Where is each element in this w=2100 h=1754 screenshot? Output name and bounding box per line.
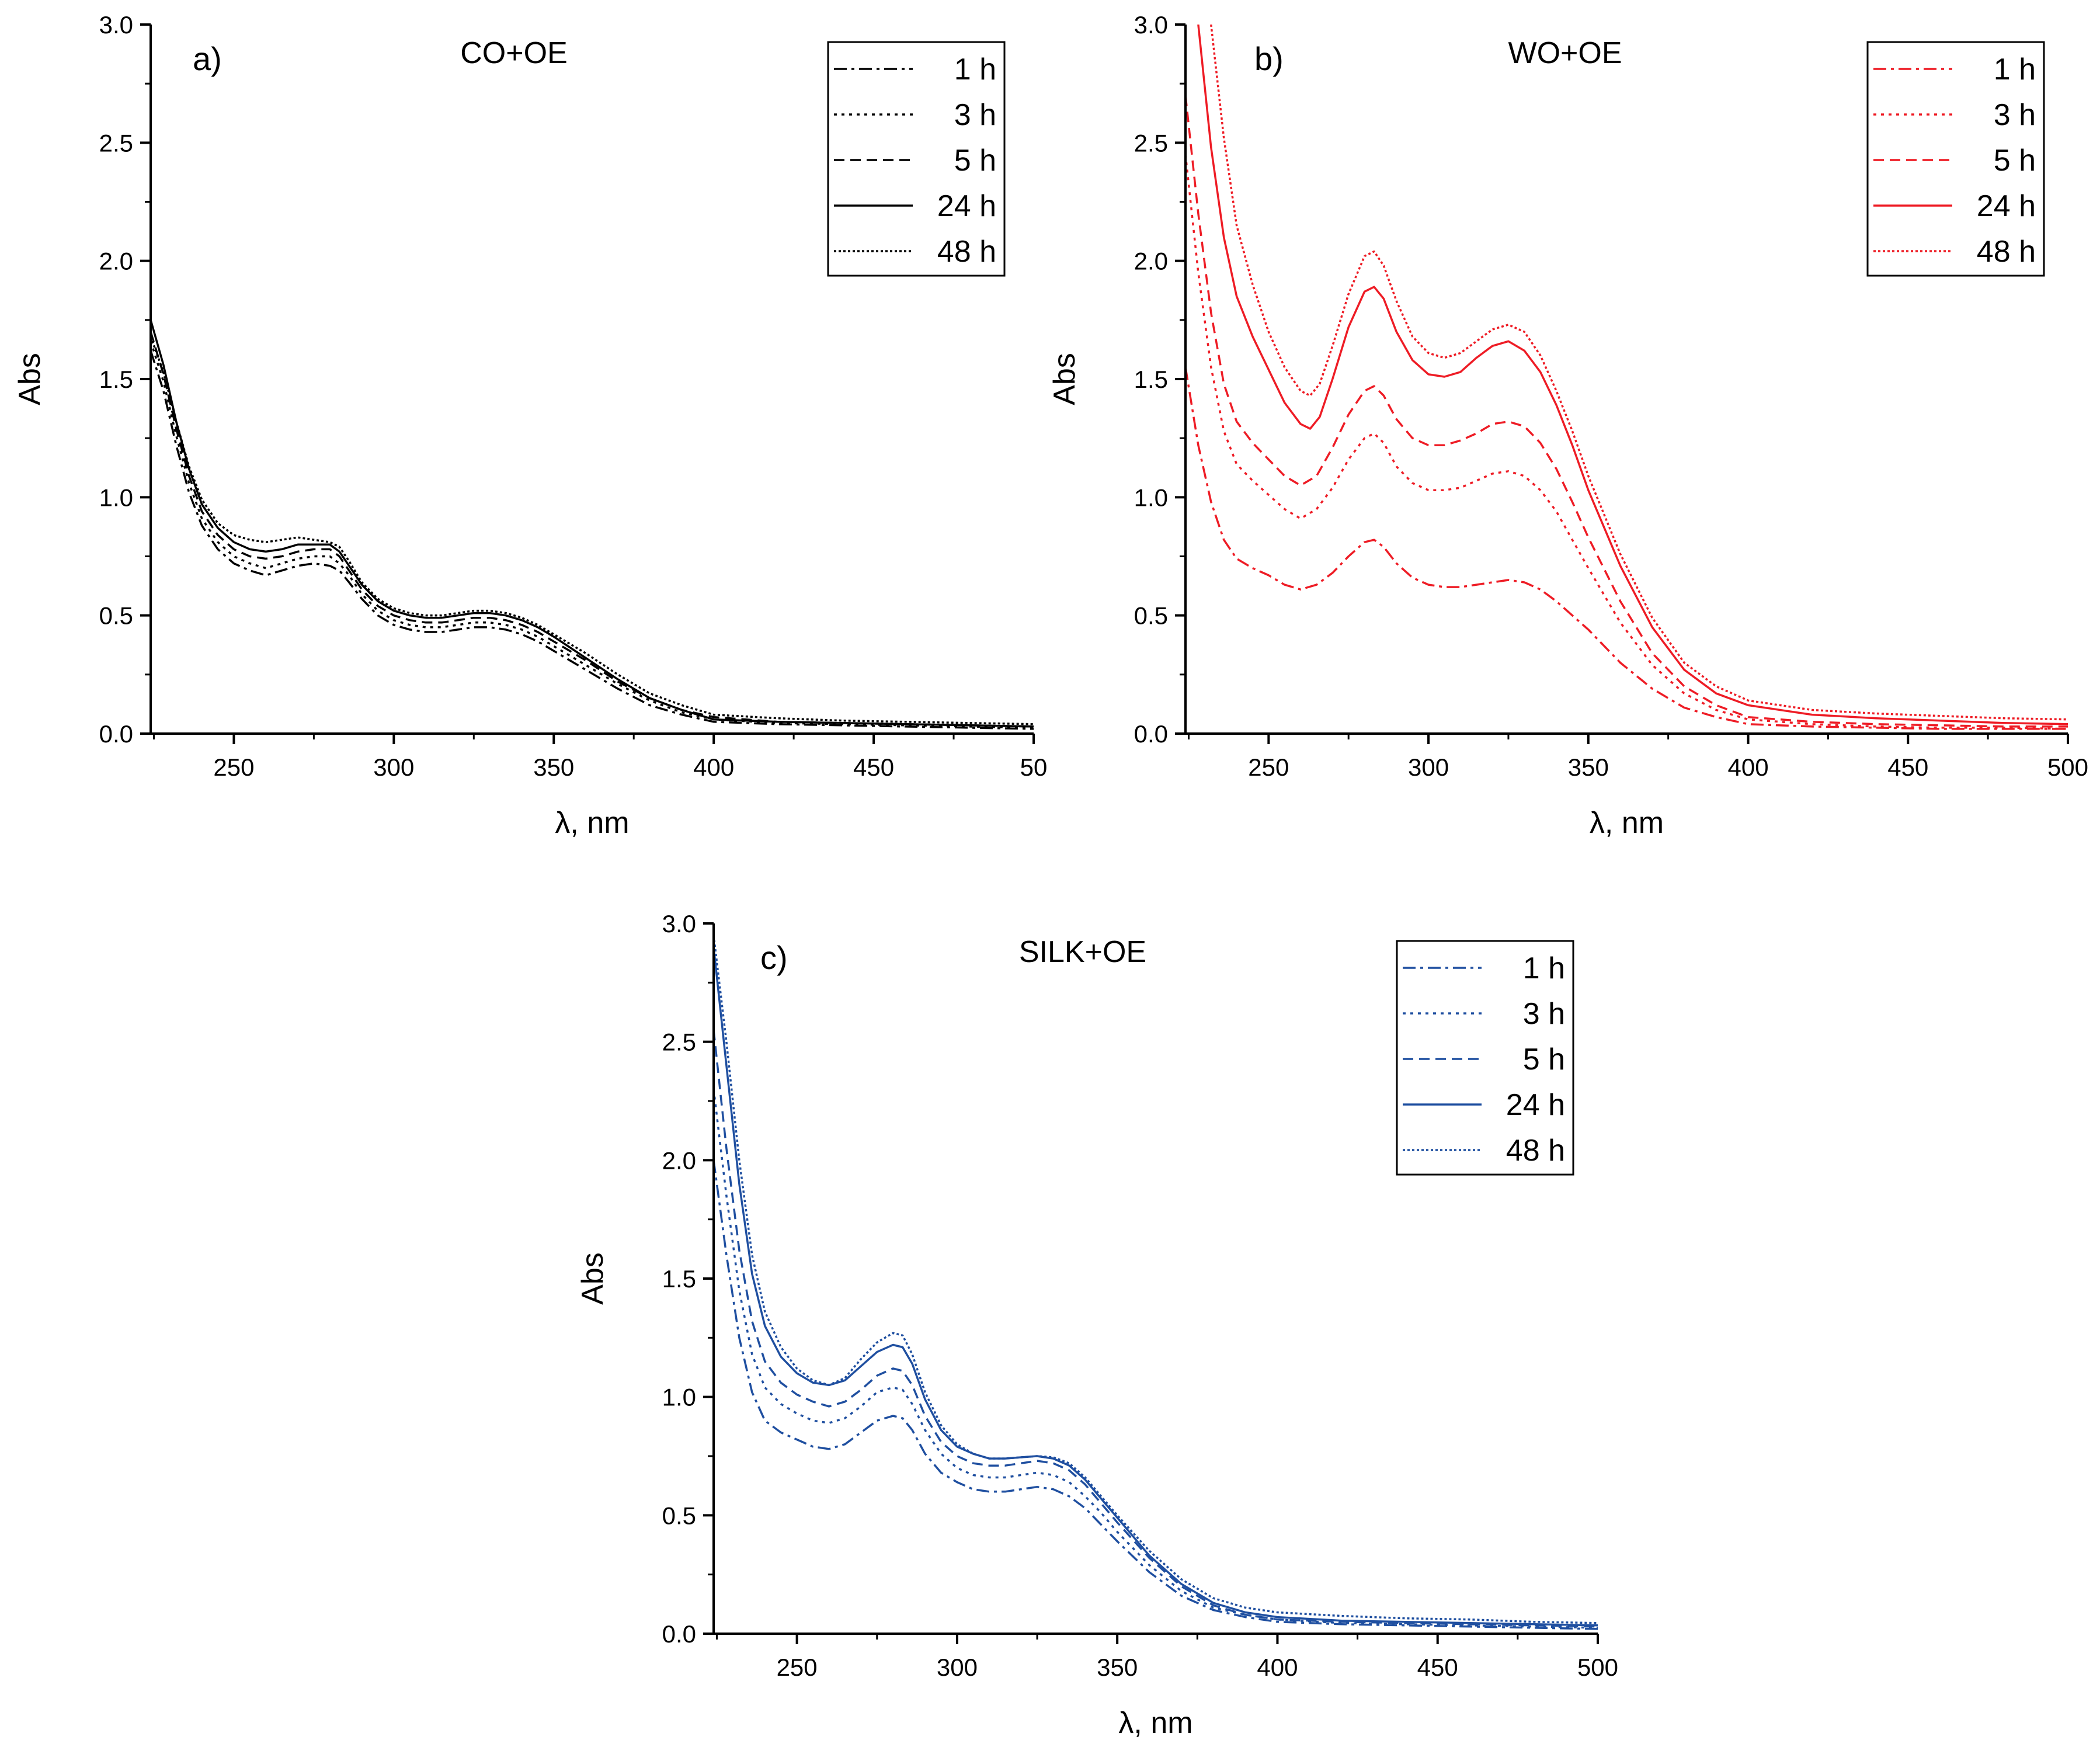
legend-box xyxy=(1866,41,2045,277)
series-line-3h xyxy=(1185,154,2068,730)
x-tick-label: 500 xyxy=(1577,1654,1618,1681)
y-tick-label: 1.5 xyxy=(99,366,133,393)
x-tick-label: 300 xyxy=(937,1654,978,1681)
x-tick-label: 300 xyxy=(1408,753,1449,781)
legend-label: 3 h xyxy=(1523,997,1565,1031)
panel-label: b) xyxy=(1254,40,1284,77)
y-tick-label: 1.5 xyxy=(1134,366,1168,393)
x-tick-label: 250 xyxy=(213,753,254,781)
y-tick-label: 2.5 xyxy=(99,129,133,157)
y-tick-label: 2.0 xyxy=(662,1147,696,1174)
x-tick-label: 400 xyxy=(1727,753,1768,781)
series-group xyxy=(1185,25,2068,730)
x-axis-title: λ, nm xyxy=(555,806,629,840)
panel-a-co-oe: 250 300 350 400 450 50 0.0 0.5 1.0 1.5 2.0 2.5 3.0 λ,… xyxy=(13,11,1047,840)
legend-box xyxy=(827,41,1006,277)
panel-b-wo-oe: 250 300 350 400 450 500 0.0 0.5 1.0 1.5 2.0 2.5 3.0 λ… xyxy=(1048,11,2088,840)
panel-label: a) xyxy=(193,40,222,77)
panel-label: c) xyxy=(760,939,788,976)
series-line-1h xyxy=(1185,367,2068,730)
y-axis-title: Abs xyxy=(13,353,47,405)
series-line-48h xyxy=(1210,25,2068,721)
y-axis-title: Abs xyxy=(576,1252,610,1305)
series-line-24h xyxy=(1197,25,2068,725)
y-tick-label: 0.0 xyxy=(1134,720,1168,748)
legend-label: 5 h xyxy=(1523,1043,1565,1076)
legend: 1 h 3 h 5 h 24 h 48 h xyxy=(827,41,1006,277)
x-axis-title: λ, nm xyxy=(1590,806,1664,840)
x-tick-label: 350 xyxy=(1568,753,1609,781)
legend-label: 5 h xyxy=(1994,144,2036,178)
x-tick-label: 400 xyxy=(1257,1654,1298,1681)
y-tick-label: 2.5 xyxy=(662,1029,696,1056)
legend-label: 48 h xyxy=(1977,235,2036,269)
y-tick-label: 2.0 xyxy=(99,248,133,275)
x-axis-title: λ, nm xyxy=(1118,1706,1192,1740)
series-line-5h xyxy=(714,1030,1598,1628)
legend-label: 5 h xyxy=(954,144,996,178)
x-tick-label: 450 xyxy=(1417,1654,1458,1681)
y-tick-label: 0.0 xyxy=(99,720,133,748)
legend-label: 24 h xyxy=(937,189,996,223)
y-tick-label: 1.0 xyxy=(1134,484,1168,511)
x-tick-label: 350 xyxy=(533,753,574,781)
legend-label: 48 h xyxy=(1506,1134,1565,1168)
series-line-24h xyxy=(151,319,1034,728)
y-axis-title: Abs xyxy=(1048,353,1082,405)
legend-label: 48 h xyxy=(937,235,996,269)
y-tick-label: 3.0 xyxy=(99,11,133,39)
series-line-3h xyxy=(714,1089,1598,1629)
legend: 1 h 3 h 5 h 24 h 48 h xyxy=(1866,41,2045,277)
legend-label: 3 h xyxy=(954,98,996,132)
x-tick-label: 500 xyxy=(2047,753,2088,781)
y-tick-label: 1.5 xyxy=(662,1265,696,1293)
legend: 1 h 3 h 5 h 24 h 48 h xyxy=(1396,940,1574,1176)
y-tick-label: 3.0 xyxy=(1134,11,1168,39)
series-group xyxy=(151,319,1034,730)
y-tick-label: 1.0 xyxy=(99,484,133,511)
series-line-3h xyxy=(151,341,1034,729)
x-tick-label: 250 xyxy=(777,1654,818,1681)
x-tick-label: 250 xyxy=(1248,753,1289,781)
y-tick-label: 0.5 xyxy=(1134,602,1168,630)
legend-label: 24 h xyxy=(1977,189,2036,223)
series-line-48h xyxy=(714,935,1598,1624)
series-group xyxy=(714,935,1598,1630)
y-tick-label: 0.5 xyxy=(99,602,133,630)
x-tick-label: 400 xyxy=(693,753,734,781)
legend-label: 1 h xyxy=(1523,951,1565,985)
x-tick-label: 450 xyxy=(853,753,894,781)
panel-title: CO+OE xyxy=(460,36,568,70)
x-tick-label: 50 xyxy=(1020,753,1048,781)
y-tick-label: 2.0 xyxy=(1134,248,1168,275)
panel-title: WO+OE xyxy=(1508,36,1622,70)
legend-label: 3 h xyxy=(1994,98,2036,132)
series-line-48h xyxy=(151,336,1034,725)
y-tick-label: 2.5 xyxy=(1134,129,1168,157)
legend-label: 24 h xyxy=(1506,1088,1565,1122)
x-tick-label: 350 xyxy=(1097,1654,1138,1681)
y-tick-label: 0.0 xyxy=(662,1620,696,1648)
legend-label: 1 h xyxy=(954,53,996,86)
legend-label: 1 h xyxy=(1994,53,2036,86)
x-tick-label: 300 xyxy=(373,753,414,781)
panel-title: SILK+OE xyxy=(1019,935,1146,969)
series-line-1h xyxy=(714,1160,1598,1630)
legend-box xyxy=(1396,940,1574,1176)
series-line-1h xyxy=(151,350,1034,730)
y-tick-label: 3.0 xyxy=(662,910,696,937)
y-tick-label: 1.0 xyxy=(662,1384,696,1411)
x-tick-label: 450 xyxy=(1887,753,1928,781)
panel-c-silk-oe: 250 300 350 400 450 500 0.0 0.5 1.0 1.5 2.0 2.5 3.0 λ… xyxy=(576,910,1618,1740)
y-tick-label: 0.5 xyxy=(662,1502,696,1529)
series-line-5h xyxy=(1185,95,2068,728)
